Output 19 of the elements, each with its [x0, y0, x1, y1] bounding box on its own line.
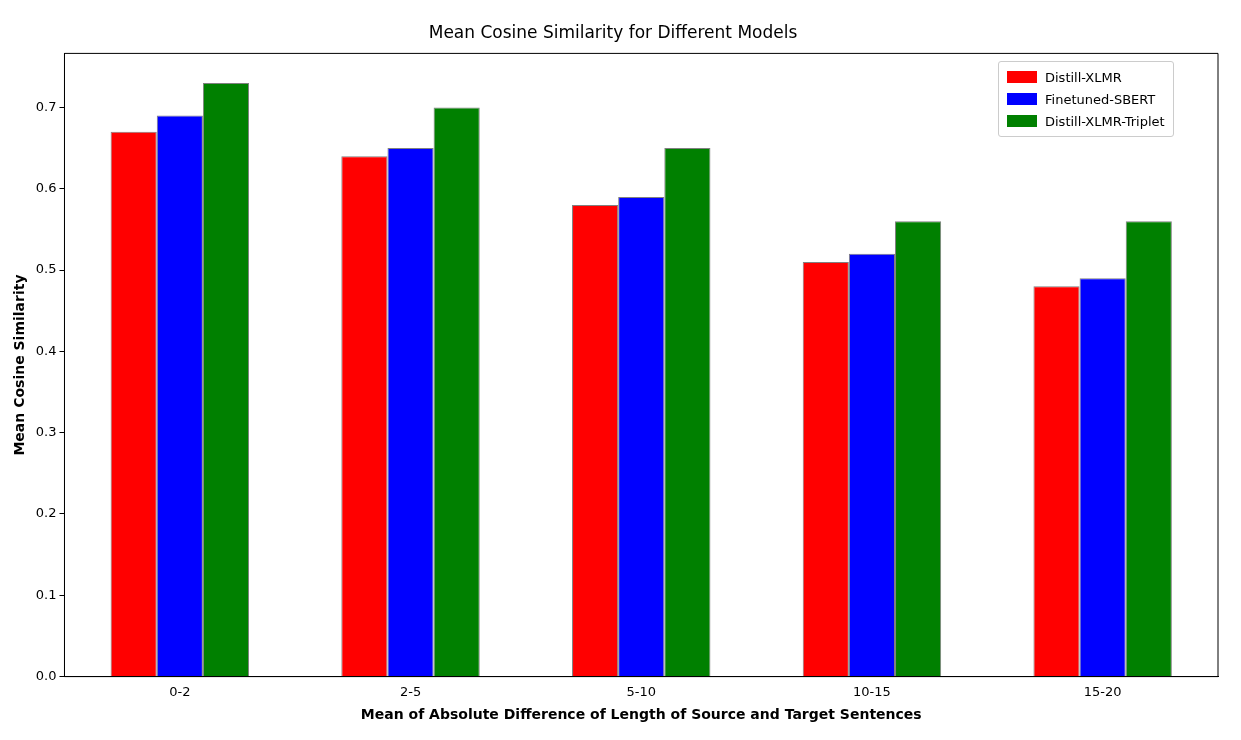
x-tick-label: 15-20	[1083, 683, 1122, 699]
legend-label: Distill-XLMR-Triplet	[1045, 113, 1165, 129]
y-axis-title: Mean Cosine Similarity	[11, 274, 28, 456]
y-tick-label: 0.4	[35, 342, 57, 358]
y-tick-label: 0.2	[35, 505, 57, 521]
chart-title: Mean Cosine Similarity for Different Models	[428, 21, 798, 42]
x-tick-label: 0-2	[169, 683, 191, 699]
x-tick-label: 10-15	[853, 683, 891, 699]
y-tick-label: 0.1	[35, 586, 57, 602]
y-tick-label: 0.7	[35, 98, 57, 114]
legend-label: Distill-XLMR	[1045, 69, 1122, 85]
legend-label: Finetuned-SBERT	[1045, 91, 1156, 107]
x-tick-label: 2-5	[399, 683, 422, 699]
y-tick-label: 0.6	[35, 180, 57, 196]
y-tick-label: 0.0	[35, 667, 57, 683]
x-axis-title: Mean of Absolute Difference of Length of Source and Target Sentences	[360, 706, 922, 723]
y-tick-label: 0.3	[35, 424, 57, 440]
y-tick-label: 0.5	[35, 261, 57, 277]
x-tick-label: 5-10	[626, 683, 656, 699]
